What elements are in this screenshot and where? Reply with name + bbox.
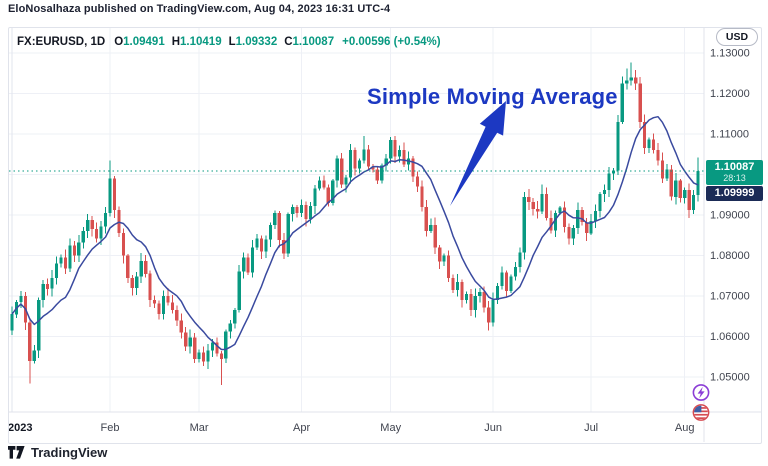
price-tick-label: 1.07000 [710,291,750,303]
candlestick-series[interactable] [10,62,700,386]
ohlc-high: H1.10419 [171,36,222,48]
ohlc-close: C1.10087 [284,36,335,48]
time-axis-label: Aug [675,422,695,434]
time-axis-label: Apr [293,422,310,434]
change-value: +0.00596 (+0.54%) [342,36,441,48]
us-flag-icon[interactable] [692,404,710,421]
ohlc-low: L1.09332 [228,36,278,48]
time-axis-label: Mar [190,422,209,434]
price-tick-label: 1.06000 [710,331,750,343]
publish-header: EloNosalhaza published on TradingView.co… [8,3,391,15]
currency-usd-button[interactable]: USD [716,28,758,46]
price-tick-label: 1.11000 [710,129,749,141]
price-tick-label: 1.13000 [710,48,750,60]
tradingview-attribution[interactable]: TradingView [8,445,107,460]
price-tick-label: 1.05000 [710,372,750,384]
price-tick-label: 1.09000 [710,210,750,222]
annotation-arrow[interactable] [450,101,506,206]
last-price-value: 1.10087 [714,160,755,173]
tradingview-logo-icon [8,446,25,459]
time-axis-label: Jul [584,422,598,434]
time-axis-label: May [380,422,401,434]
time-axis-label: Jun [484,422,502,434]
symbol-legend[interactable]: FX:EURUSD, 1D O1.09491 H1.10419 L1.09332 C1.… [17,36,441,48]
price-tick-label: 1.12000 [710,88,750,100]
brand-name: TradingView [31,445,108,460]
annotation-label[interactable]: Simple Moving Average [367,84,618,109]
symbol-name[interactable]: FX:EURUSD, 1D [17,36,106,48]
time-axis[interactable]: 2023 Feb Mar Apr May Jun Jul Aug [8,422,694,434]
sma-value-badge: 1.09999 [706,186,763,201]
bar-countdown: 28:13 [723,173,746,184]
axis-separators [9,28,761,442]
time-axis-label: Feb [101,422,120,434]
price-tick-label: 1.08000 [710,250,750,262]
quick-trade-flash-button[interactable] [692,384,710,401]
last-price-badge: 1.10087 28:13 [706,160,763,185]
time-axis-label: 2023 [8,422,32,434]
ohlc-open: O1.09491 [114,36,165,48]
sma-line[interactable] [11,115,699,351]
price-axis[interactable]: 1.130001.120001.110001.100001.090001.080… [710,48,750,384]
